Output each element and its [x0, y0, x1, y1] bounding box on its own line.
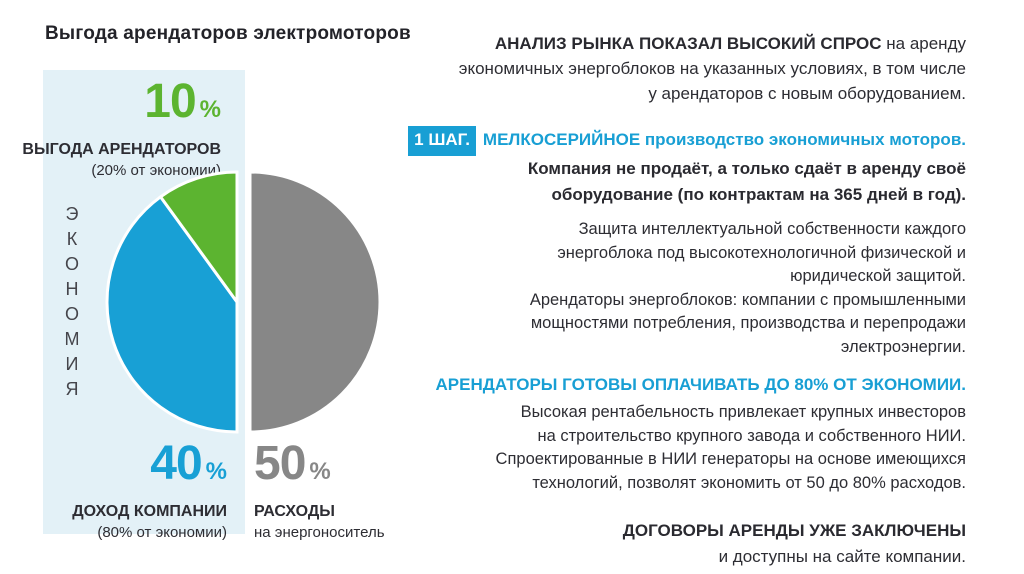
green-segment-value: 10: [144, 75, 196, 128]
blue-segment-unit: %: [205, 458, 227, 485]
step-badge: 1 ШАГ.: [408, 126, 476, 156]
protection-line: электроэнергии.: [840, 337, 966, 356]
step-paragraph: 1 ШАГ. МЕЛКОСЕРИЙНОЕ производство экономи…: [408, 126, 966, 208]
blue-segment-label: ДОХОД КОМПАНИИ: [72, 503, 227, 520]
intro-paragraph: АНАЛИЗ РЫНКА ПОКАЗАЛ ВЫСОКИЙ СПРОС на ар…: [408, 31, 966, 106]
green-segment-value-line: 10%: [22, 78, 221, 135]
economy-letter: Я: [65, 379, 79, 399]
protection-line: юридической защитой.: [790, 267, 966, 285]
pie-slice: [158, 170, 239, 307]
step-line-3: оборудование (по контрактам на 365 дней …: [551, 185, 966, 204]
pie-chart: [105, 170, 382, 434]
payment-line: Высокая рентабельность привлекает крупны…: [520, 403, 966, 421]
payment-line: технологий, позволят экономить от 50 до …: [532, 473, 966, 492]
protection-line: энергоблока под высокотехнологичной физи…: [557, 243, 966, 262]
blue-segment-labels: 40% ДОХОД КОМПАНИИ (80% от экономии): [72, 440, 227, 542]
green-segment-sublabel: (20% от экономии): [91, 162, 221, 179]
protection-line: Арендаторы энергоблоков: компании с пром…: [529, 290, 966, 309]
economy-letter: О: [64, 304, 79, 324]
gray-segment-label: РАСХОДЫ: [254, 503, 335, 520]
economy-letter: О: [64, 254, 79, 274]
gray-segment-labels: 50% РАСХОДЫ на энергоноситель: [254, 440, 385, 542]
gray-segment-value-line: 50%: [254, 440, 385, 497]
step-line-2: Компания не продаёт, а только сдаёт в ар…: [527, 159, 966, 178]
blue-segment-value-line: 40%: [72, 440, 227, 497]
payment-headline: АРЕНДАТОРЫ ГОТОВЫ ОПЛАЧИВАТЬ ДО 80% ОТ Э…: [435, 375, 966, 394]
blue-segment-sublabel: (80% от экономии): [97, 524, 227, 541]
intro-line-1-rest: на аренду: [881, 34, 966, 53]
chart-title: Выгода арендаторов электромоторов: [45, 23, 411, 44]
text-column: АНАЛИЗ РЫНКА ПОКАЗАЛ ВЫСОКИЙ СПРОС на ар…: [408, 31, 966, 570]
contracts-line-2: и доступны на сайте компании.: [718, 547, 966, 566]
economy-letter: И: [65, 354, 79, 374]
contracts-paragraph: ДОГОВОРЫ АРЕНДЫ УЖЕ ЗАКЛЮЧЕНЫ и доступны…: [408, 518, 966, 570]
gray-segment-unit: %: [309, 458, 331, 485]
protection-line: мощностями потребления, производства и п…: [530, 314, 966, 332]
payment-line: Спроектированные в НИИ генераторы на осн…: [495, 450, 966, 468]
pie-slice: [248, 170, 382, 434]
protection-paragraph: Защита интеллектуальной собственности ка…: [408, 218, 966, 359]
gray-segment-value: 50: [254, 437, 306, 490]
payment-line: на строительство крупного завода и собст…: [537, 426, 966, 445]
step-headline: МЕЛКОСЕРИЙНОЕ производство экономичных м…: [482, 130, 966, 149]
green-segment-unit: %: [199, 96, 221, 123]
contracts-bold-line: ДОГОВОРЫ АРЕНДЫ УЖЕ ЗАКЛЮЧЕНЫ: [622, 521, 966, 540]
economy-letter: М: [64, 329, 80, 349]
intro-line-2: экономичных энергоблоков на указанных ус…: [458, 59, 966, 78]
step-headline-line: 1 ШАГ. МЕЛКОСЕРИЙНОЕ производство экономи…: [408, 126, 966, 156]
economy-letter: Э: [65, 204, 79, 224]
pie-slice: [105, 194, 239, 434]
gray-segment-sublabel: на энергоноситель: [254, 524, 385, 541]
intro-line-3: у арендаторов с новым оборудованием.: [648, 84, 966, 103]
economy-letter: Н: [65, 279, 79, 299]
intro-line-1: АНАЛИЗ РЫНКА ПОКАЗАЛ ВЫСОКИЙ СПРОС на ар…: [408, 31, 966, 56]
green-segment-labels: 10% ВЫГОДА АРЕНДАТОРОВ (20% от экономии): [22, 78, 221, 180]
blue-segment-value: 40: [150, 437, 202, 490]
economy-letter: К: [66, 229, 78, 249]
protection-line: Защита интеллектуальной собственности ка…: [578, 220, 966, 238]
green-segment-label: ВЫГОДА АРЕНДАТОРОВ: [22, 141, 221, 158]
payment-paragraph: АРЕНДАТОРЫ ГОТОВЫ ОПЛАЧИВАТЬ ДО 80% ОТ Э…: [408, 372, 966, 495]
intro-bold: АНАЛИЗ РЫНКА ПОКАЗАЛ ВЫСОКИЙ СПРОС: [494, 34, 882, 53]
